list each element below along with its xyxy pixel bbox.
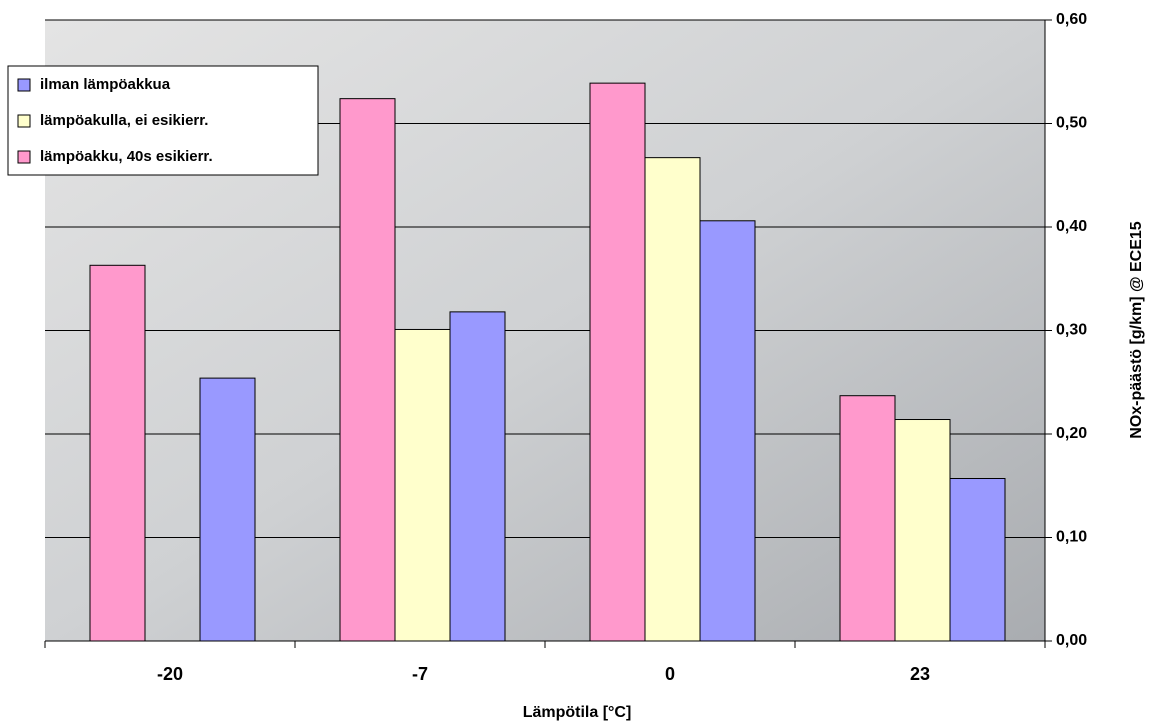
x-axis-label: Lämpötila [°C]	[523, 704, 632, 721]
bar	[644, 157, 701, 642]
y-tick-label: 0,60	[1056, 11, 1087, 28]
legend-box	[7, 65, 319, 176]
bar	[89, 264, 146, 642]
y-axis-label: NOx-päästö [g/km] @ ECE15	[1128, 221, 1145, 439]
bar	[394, 328, 451, 642]
legend-label: lämpöakulla, ei esikierr.	[40, 112, 208, 129]
legend-swatch	[17, 114, 31, 128]
y-tick-label: 0,00	[1056, 632, 1087, 649]
x-tick-label: 0	[665, 664, 675, 684]
bar	[949, 478, 1006, 642]
bar	[589, 82, 646, 642]
legend-swatch	[17, 150, 31, 164]
bar	[839, 395, 896, 642]
bar	[699, 220, 756, 642]
y-tick-label: 0,20	[1056, 425, 1087, 442]
bar	[339, 98, 396, 642]
y-tick-label: 0,30	[1056, 322, 1087, 339]
x-tick-label: -7	[412, 664, 428, 684]
x-tick-label: 23	[910, 664, 930, 684]
x-tick-label: -20	[157, 664, 183, 684]
y-tick-label: 0,40	[1056, 218, 1087, 235]
legend-label: ilman lämpöakkua	[40, 76, 171, 93]
bar	[449, 311, 506, 642]
y-tick-label: 0,50	[1056, 115, 1087, 132]
legend-label: lämpöakku, 40s esikierr.	[40, 148, 213, 165]
y-tick-label: 0,10	[1056, 529, 1087, 546]
bar	[894, 419, 951, 642]
legend-swatch	[17, 78, 31, 92]
bar	[199, 377, 256, 642]
